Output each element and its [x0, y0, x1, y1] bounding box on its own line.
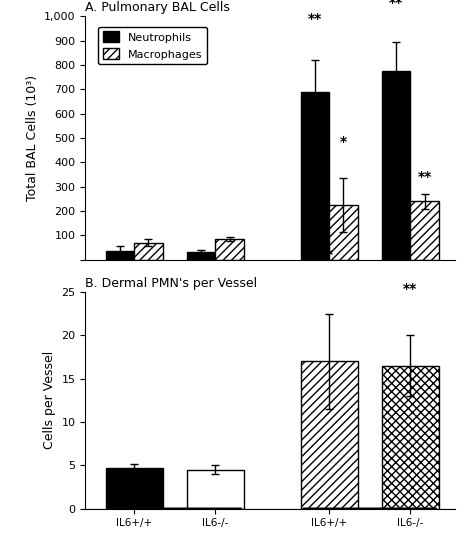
Text: *: *	[340, 135, 347, 149]
Bar	[134, 242, 163, 260]
Bar	[106, 251, 134, 260]
Legend: Neutrophils, Macrophages: Neutrophils, Macrophages	[98, 27, 207, 64]
Bar	[410, 201, 439, 260]
Bar	[301, 361, 357, 509]
Y-axis label: Cells per Vessel: Cells per Vessel	[43, 351, 56, 450]
Bar	[301, 91, 329, 260]
Text: B. Dermal PMN's per Vessel: B. Dermal PMN's per Vessel	[85, 276, 257, 289]
Text: *: *	[326, 248, 333, 262]
Bar	[329, 205, 357, 260]
Y-axis label: Total BAL Cells (10³): Total BAL Cells (10³)	[26, 75, 38, 201]
Bar	[382, 366, 439, 509]
Text: **: **	[403, 282, 418, 296]
Bar	[106, 468, 163, 509]
Text: **: **	[418, 170, 432, 184]
Bar	[187, 252, 215, 260]
Bar	[215, 239, 244, 260]
Bar	[187, 470, 244, 509]
Text: **: **	[389, 0, 403, 10]
Text: **: **	[308, 12, 322, 26]
Text: A. Pulmonary BAL Cells: A. Pulmonary BAL Cells	[85, 1, 230, 14]
Bar	[382, 71, 410, 260]
